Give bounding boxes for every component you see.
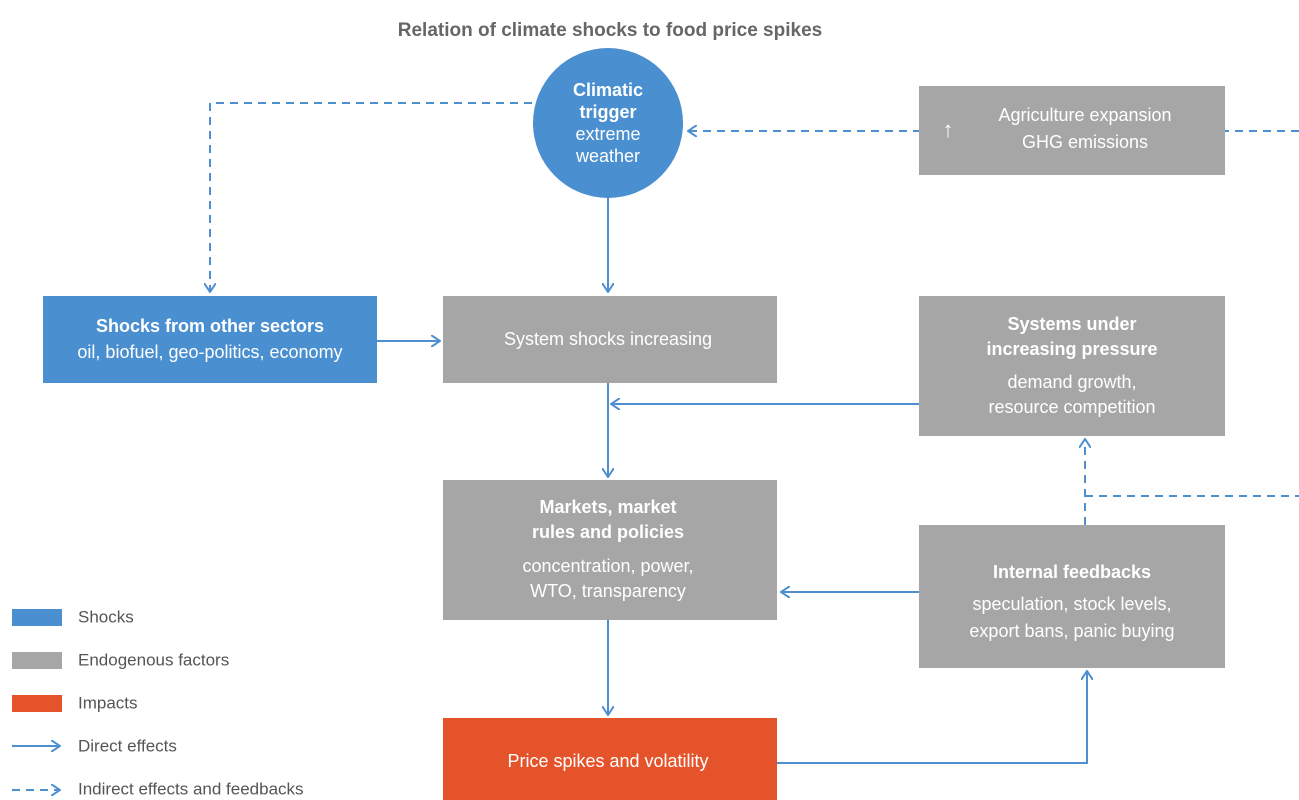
node-text: increasing pressure [986, 339, 1157, 359]
node-box [443, 296, 777, 383]
node-text: rules and policies [532, 522, 684, 542]
node-box [919, 296, 1225, 436]
node-text: speculation, stock levels, [972, 594, 1171, 614]
arrow [210, 102, 532, 292]
legend-label: Indirect effects and feedbacks [78, 779, 304, 798]
node-text: Systems under [1007, 314, 1136, 334]
node-box [443, 480, 777, 620]
node-text: Climatic [573, 80, 643, 100]
node-text: extreme [575, 124, 640, 144]
node-text: trigger [579, 102, 636, 122]
node-icon: ↑ [943, 117, 954, 142]
node-text: resource competition [988, 397, 1155, 417]
node-text: weather [575, 146, 640, 166]
title: Relation of climate shocks to food price… [398, 20, 822, 41]
node-text: GHG emissions [1022, 132, 1148, 152]
legend-label: Direct effects [78, 736, 177, 755]
node-text: oil, biofuel, geo-politics, economy [77, 342, 342, 362]
node-text: demand growth, [1007, 372, 1136, 392]
node-text: export bans, panic buying [969, 621, 1174, 641]
legend-label: Impacts [78, 693, 138, 712]
node-text: Price spikes and volatility [507, 751, 708, 771]
node-text: Agriculture expansion [998, 105, 1171, 125]
legend-swatch [12, 652, 62, 669]
legend-swatch [12, 609, 62, 626]
legend-label: Shocks [78, 607, 134, 626]
node-text: System shocks increasing [504, 329, 712, 349]
node-box [919, 525, 1225, 668]
arrow [777, 671, 1087, 764]
node-box [443, 718, 777, 800]
node-text: Internal feedbacks [993, 562, 1151, 582]
node-text: WTO, transparency [530, 581, 686, 601]
legend-label: Endogenous factors [78, 650, 229, 669]
legend-swatch [12, 695, 62, 712]
node-text: concentration, power, [522, 556, 693, 576]
node-box [43, 296, 377, 383]
node-text: Shocks from other sectors [96, 316, 324, 336]
node-box [919, 86, 1225, 175]
node-text: Markets, market [539, 497, 676, 517]
node-circle [533, 48, 683, 198]
